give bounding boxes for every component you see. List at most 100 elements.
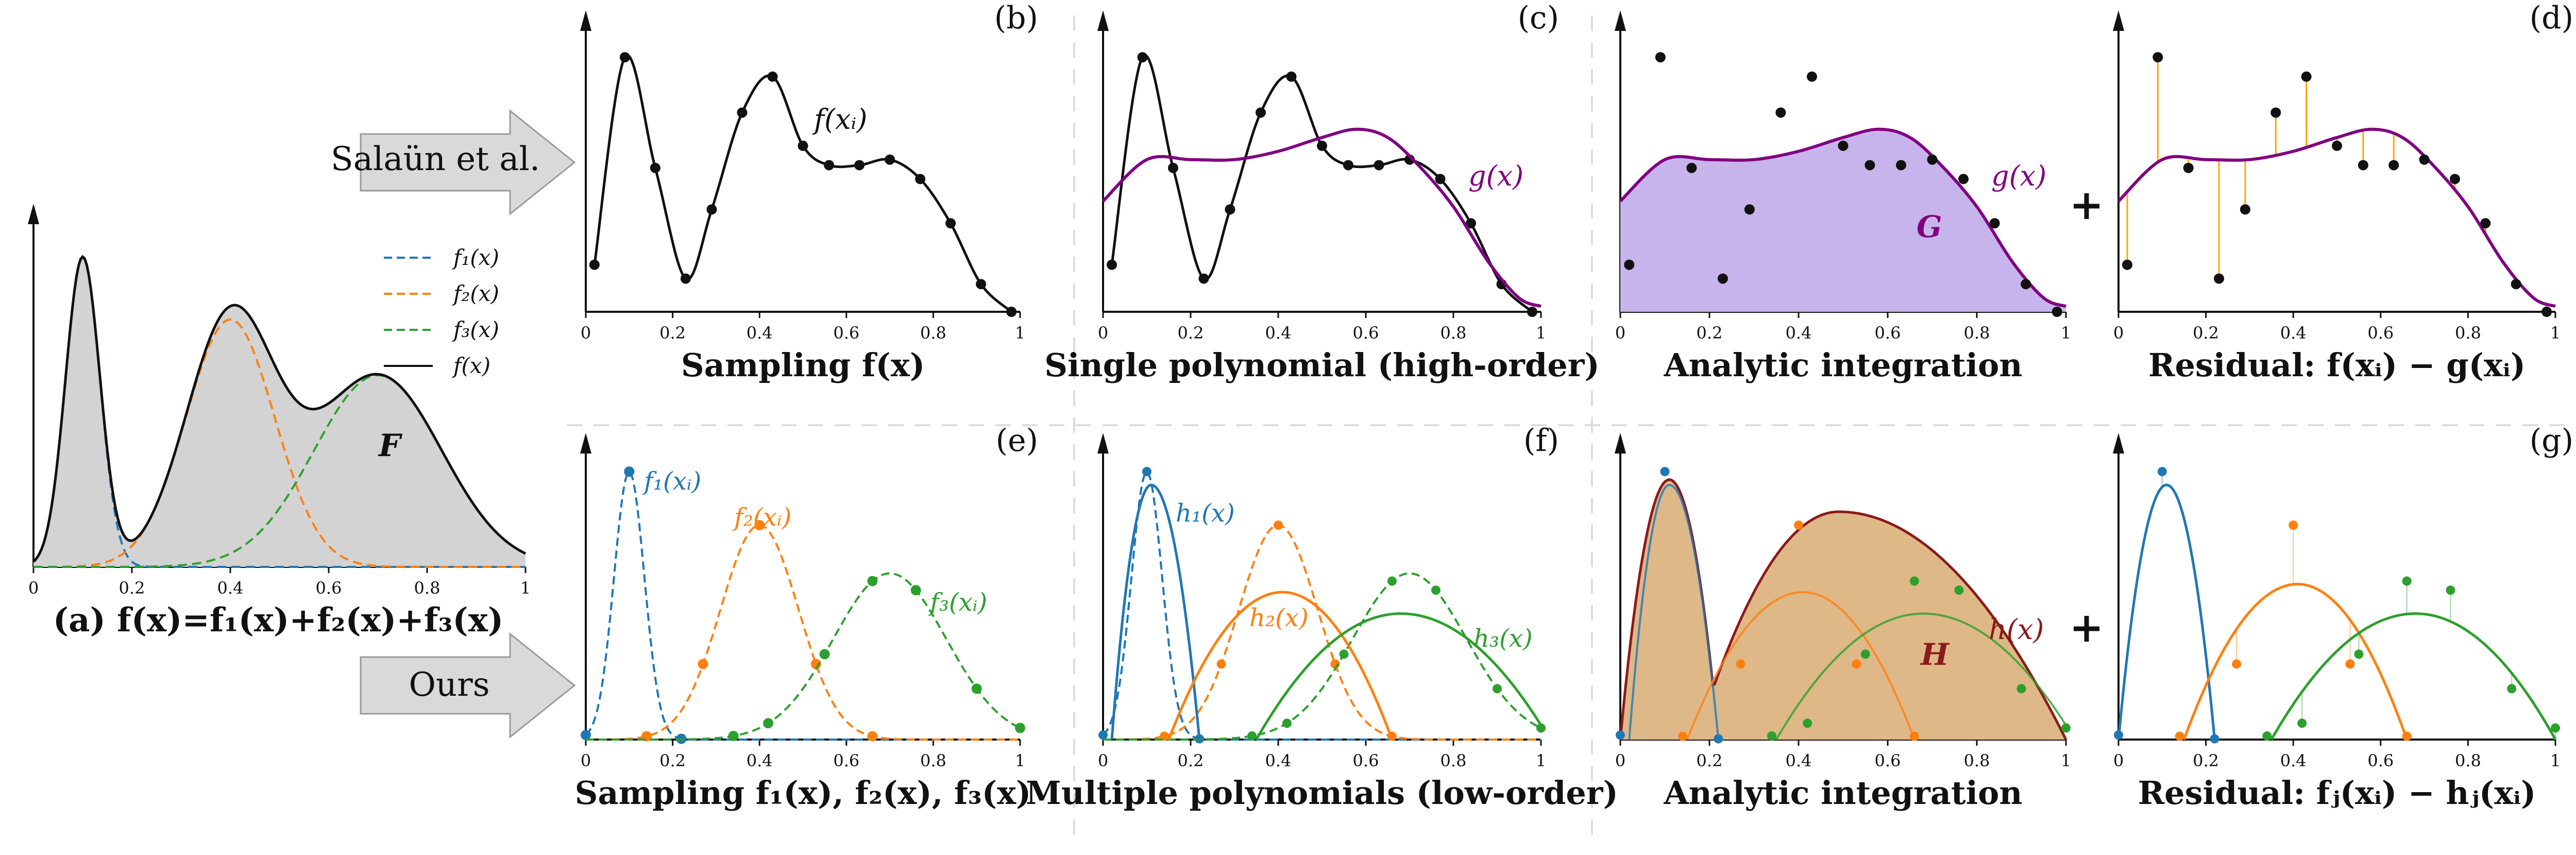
data-point bbox=[1137, 52, 1148, 63]
data-point bbox=[589, 259, 600, 270]
data-point bbox=[2240, 204, 2250, 215]
data-point bbox=[767, 71, 778, 82]
data-point bbox=[2511, 279, 2521, 290]
data-point bbox=[824, 160, 835, 171]
sample-point bbox=[1909, 576, 1919, 586]
x-tick-label: 0.8 bbox=[2455, 751, 2481, 770]
x-tick-label: 0.4 bbox=[1786, 323, 1812, 343]
sample-point bbox=[1678, 731, 1688, 741]
data-point bbox=[1775, 107, 1786, 118]
x-tick-label: 0.6 bbox=[833, 323, 859, 343]
sample-point bbox=[2402, 731, 2412, 741]
data-point bbox=[1655, 52, 1666, 63]
sample-point bbox=[1536, 723, 1546, 733]
series-line-f3 bbox=[586, 572, 1021, 741]
sample-point bbox=[1493, 684, 1502, 694]
dashed-f2 bbox=[1103, 524, 1541, 741]
sample-point bbox=[910, 585, 921, 596]
label-h1: h₁(x) bbox=[1176, 499, 1235, 528]
data-point bbox=[1317, 140, 1327, 151]
data-point bbox=[798, 140, 808, 151]
data-point bbox=[2419, 154, 2430, 165]
x-tick-label: 0.6 bbox=[1353, 751, 1379, 770]
label-f-xi: f(xᵢ) bbox=[812, 103, 867, 136]
sample-point bbox=[1142, 467, 1151, 476]
sample-point bbox=[763, 718, 774, 729]
x-tick-label: 0.2 bbox=[1697, 323, 1723, 343]
sample-point bbox=[581, 730, 591, 741]
x-tick-label: 0.4 bbox=[1265, 323, 1292, 343]
x-tick-label: 0 bbox=[581, 751, 591, 770]
data-point bbox=[2541, 307, 2552, 317]
x-tick-label: 1 bbox=[2550, 323, 2561, 343]
sample-point bbox=[1909, 731, 1919, 741]
region-label: F bbox=[378, 428, 403, 464]
data-point bbox=[2021, 279, 2031, 290]
y-axis-arrow bbox=[1615, 433, 1626, 454]
series-line-h1 bbox=[1628, 483, 1720, 740]
series-line-g bbox=[2117, 127, 2556, 308]
x-tick-label: 0 bbox=[2113, 323, 2124, 343]
x-tick-label: 0.6 bbox=[1875, 323, 1901, 343]
series-line-h2 bbox=[1167, 591, 1394, 740]
area-F bbox=[33, 257, 526, 567]
sample-point bbox=[2061, 723, 2071, 733]
arrow-top-label: Salaün et al. bbox=[331, 140, 540, 178]
panel-a-caption: (a) f(x)=f₁(x)+f₂(x)+f₃(x) bbox=[53, 601, 503, 640]
data-point bbox=[2480, 218, 2491, 229]
plus-sign-top: + bbox=[2069, 180, 2104, 229]
x-tick-label: 0.4 bbox=[1786, 751, 1812, 770]
data-point bbox=[1225, 204, 1235, 215]
x-tick-label: 1 bbox=[1015, 323, 1025, 343]
data-point bbox=[2301, 71, 2312, 82]
panel-analytic-integration-g: 0 0.2 0.4 0.6 0.8 1 Analytic integration g(x) G bbox=[1615, 10, 2071, 384]
y-axis-arrow bbox=[580, 10, 591, 31]
y-axis-arrow bbox=[1097, 10, 1109, 31]
sample-point bbox=[698, 659, 708, 669]
sample-point bbox=[1803, 718, 1812, 728]
arrow-bottom-shape bbox=[360, 632, 576, 739]
sample-point bbox=[1616, 730, 1625, 740]
label-g: g(x) bbox=[1468, 160, 1523, 192]
sample-point bbox=[2262, 731, 2272, 741]
panel-analytic-integration-h: 0 0.2 0.4 0.6 0.8 1 Analytic integration h(x) H bbox=[1615, 433, 2071, 812]
sample-curve bbox=[1110, 54, 1533, 313]
x-tick-label: 0.6 bbox=[316, 578, 342, 598]
panel-letter: (g) bbox=[2530, 423, 2573, 459]
panel-caption: Analytic integration bbox=[1664, 774, 2023, 812]
x-tick-label: 0 bbox=[2113, 751, 2124, 770]
panel-e: 0 0.2 0.4 0.6 0.8 1 (e) Sampling f₁(x), f₂(x), … bbox=[575, 423, 1038, 812]
y-axis-arrow bbox=[2113, 10, 2124, 31]
panel-c: 0 0.2 0.4 0.6 0.8 1 (c) Single polynomial (high… bbox=[1044, 0, 1599, 384]
data-point bbox=[2270, 107, 2281, 118]
data-point bbox=[1686, 162, 1697, 173]
data-point bbox=[2122, 259, 2132, 270]
sample-point bbox=[1015, 723, 1025, 733]
x-tick-label: 1 bbox=[520, 578, 531, 598]
region-label-H: H bbox=[1920, 637, 1950, 672]
data-point bbox=[976, 279, 987, 290]
series-line-h3 bbox=[1775, 612, 2067, 741]
data-point bbox=[2388, 160, 2399, 171]
arrow-top-shape bbox=[360, 109, 576, 216]
data-point bbox=[2332, 140, 2342, 151]
sample-point bbox=[2210, 734, 2219, 744]
data-point bbox=[1374, 160, 1384, 171]
data-point bbox=[2183, 162, 2194, 173]
sample-point bbox=[2446, 585, 2455, 595]
arrow-top: Salaün et al. bbox=[331, 109, 576, 216]
series-line-g bbox=[1619, 127, 2067, 308]
data-point bbox=[2449, 174, 2460, 185]
data-point bbox=[915, 174, 926, 185]
data-point bbox=[2358, 160, 2368, 171]
x-tick-label: 0.8 bbox=[2455, 323, 2481, 343]
x-tick-label: 1 bbox=[2061, 323, 2071, 343]
panel-caption: Single polynomial (high-order) bbox=[1044, 346, 1599, 384]
x-tick-label: 0.6 bbox=[2367, 323, 2394, 343]
sample-point bbox=[2114, 730, 2123, 740]
x-tick-label: 0.4 bbox=[1265, 751, 1292, 770]
sample-point bbox=[2354, 649, 2364, 659]
sample-point bbox=[1216, 659, 1226, 669]
series-line-h3 bbox=[1255, 612, 1541, 741]
panel-letter: (d) bbox=[2530, 0, 2573, 36]
